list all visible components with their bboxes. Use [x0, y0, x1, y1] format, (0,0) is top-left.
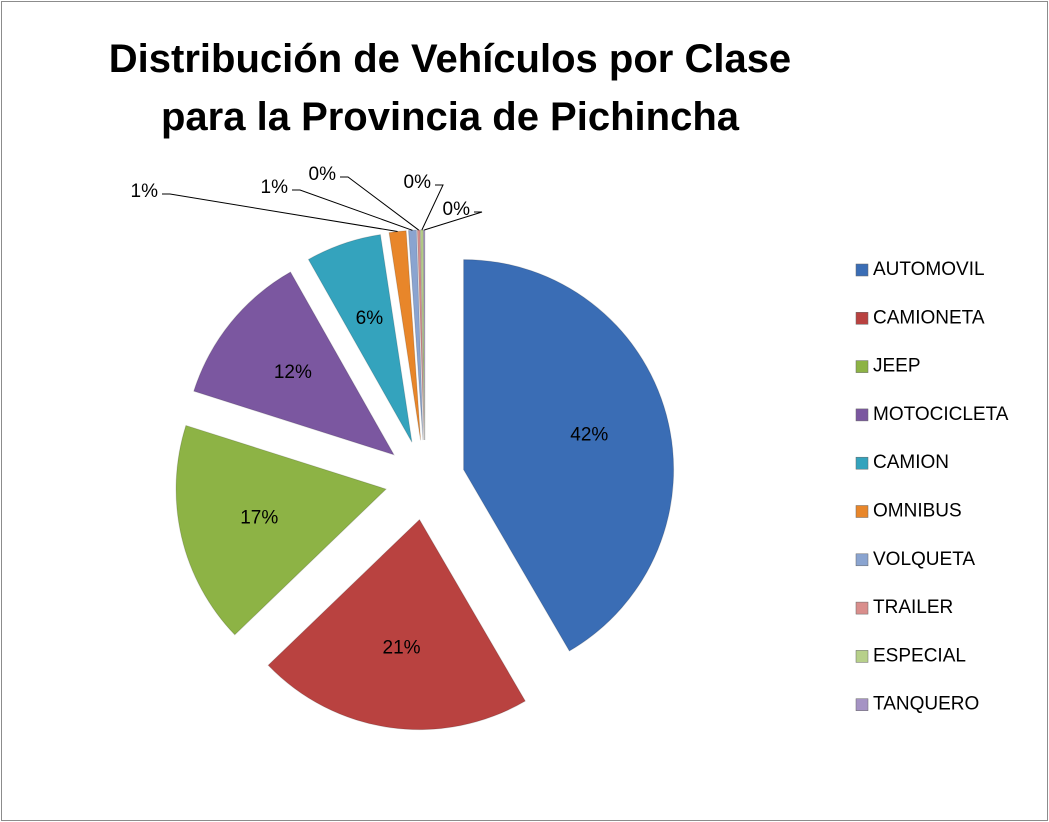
data-label: 17% — [240, 508, 278, 529]
data-label: 0% — [404, 172, 432, 193]
legend-swatch — [855, 456, 869, 470]
pie-slice — [416, 229, 425, 441]
legend-swatch — [855, 601, 869, 615]
data-label: 21% — [383, 638, 421, 659]
leader-line — [292, 189, 413, 231]
pie-slice — [193, 271, 396, 456]
legend-label: CAMIONETA — [873, 307, 985, 328]
leader-line — [162, 193, 398, 233]
pie-slice — [267, 518, 526, 731]
legend-label: TANQUERO — [873, 694, 979, 715]
data-label: 1% — [131, 181, 159, 202]
legend-label: CAMION — [873, 452, 949, 473]
data-label: 1% — [261, 177, 289, 198]
legend-label: VOLQUETA — [873, 549, 975, 570]
legend-label: OMNIBUS — [873, 501, 962, 522]
pie-slice — [175, 424, 387, 636]
legend-swatch — [855, 312, 869, 325]
legend-label: JEEP — [873, 356, 921, 377]
pie-slice — [407, 229, 424, 441]
legend-label: MOTOCICLETA — [873, 404, 1009, 425]
legend-swatch — [855, 505, 869, 518]
legend-swatch — [855, 360, 869, 373]
legend-swatch — [855, 553, 869, 567]
leader-line — [421, 184, 444, 231]
data-label: 0% — [443, 199, 471, 220]
legend-swatch — [855, 698, 869, 711]
legend-label: AUTOMOVIL — [873, 259, 985, 280]
legend-swatch — [855, 408, 869, 422]
pie-slice — [307, 234, 413, 443]
leader-line — [340, 176, 420, 231]
legend-swatch — [855, 650, 869, 663]
data-label: 12% — [274, 362, 312, 383]
data-label: 6% — [356, 308, 384, 329]
leader-line — [424, 211, 483, 231]
chart-title: Distribución de Vehículos por Clase para… — [108, 37, 792, 139]
legend-label: ESPECIAL — [873, 645, 966, 666]
legend-label: TRAILER — [873, 597, 953, 618]
data-label: 42% — [570, 425, 608, 446]
data-label: 0% — [309, 164, 337, 185]
legend-swatch — [855, 263, 869, 277]
pie-slice — [463, 259, 675, 652]
